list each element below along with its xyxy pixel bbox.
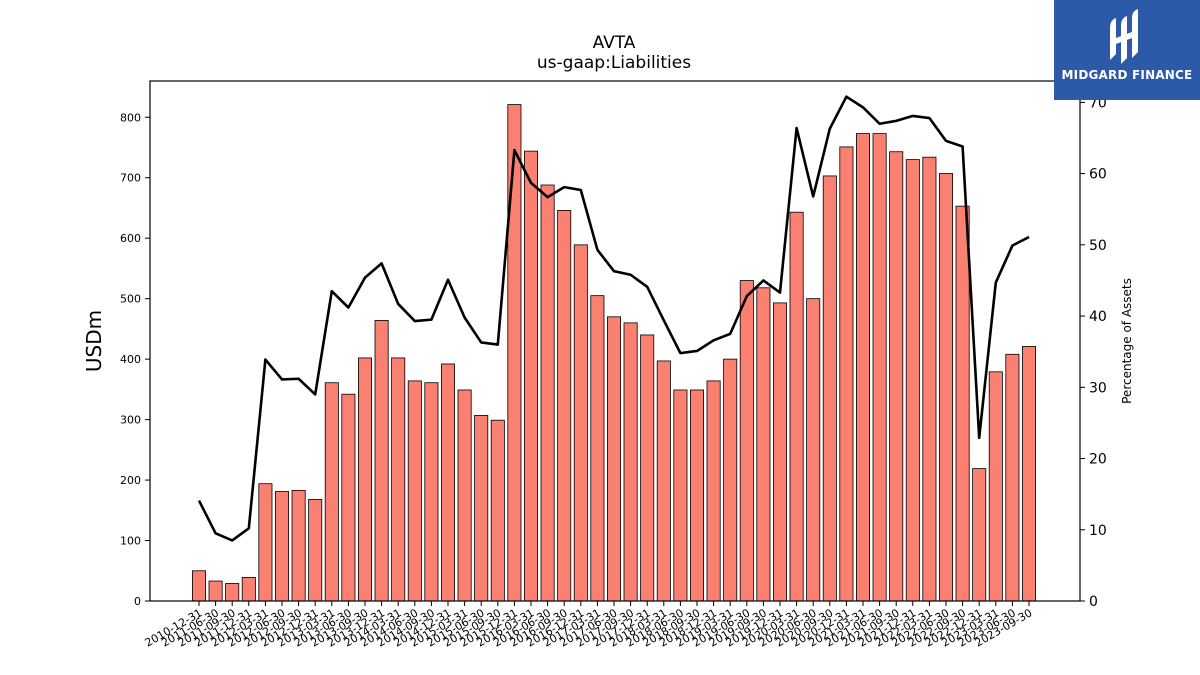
bar-2018-06-30 xyxy=(673,389,688,602)
bar-2019-12-31 xyxy=(773,302,788,602)
midgard-finance-logo: MIDGARD FINANCE xyxy=(1054,0,1200,100)
bar-2014-03-31 xyxy=(391,357,406,602)
bar-2012-03-31 xyxy=(258,483,273,602)
bar-2015-09-30 xyxy=(490,419,505,602)
logo-text: MIDGARD FINANCE xyxy=(1061,68,1193,82)
bar-2013-09-30 xyxy=(357,357,372,602)
right-tick-label: 50 xyxy=(1089,238,1107,254)
bar-2021-06-30 xyxy=(872,133,887,602)
left-axis-label: USDm xyxy=(82,310,106,372)
bar-2017-06-30 xyxy=(607,316,622,602)
bar-2018-12-31 xyxy=(706,380,721,602)
bar-2021-09-30 xyxy=(889,151,904,602)
bar-2017-12-31 xyxy=(640,334,655,602)
bar-2010-12-31 xyxy=(191,570,206,602)
left-tick-label: 600 xyxy=(120,232,141,245)
bar-2013-06-30 xyxy=(341,393,356,602)
bar-2018-03-31 xyxy=(656,360,671,602)
bar-2020-06-30 xyxy=(806,298,821,602)
bar-2023-03-31 xyxy=(988,371,1003,602)
left-tick-label: 400 xyxy=(120,353,141,366)
left-tick-label: 500 xyxy=(120,293,141,306)
right-tick-label: 30 xyxy=(1089,380,1107,396)
bar-2017-03-31 xyxy=(590,295,605,602)
bar-2019-06-30 xyxy=(739,280,754,602)
bar-2014-12-31 xyxy=(440,363,455,602)
bar-2014-06-30 xyxy=(407,380,422,602)
percentage-line xyxy=(197,95,1030,542)
bar-2021-12-31 xyxy=(905,159,920,602)
bar-2021-03-31 xyxy=(856,133,871,602)
bar-2012-12-31 xyxy=(308,499,323,602)
bar-2011-12-31 xyxy=(241,577,256,602)
bar-2022-09-30 xyxy=(955,205,970,602)
left-tick-label: 700 xyxy=(120,172,141,185)
bar-2016-12-31 xyxy=(573,244,588,602)
chart-title: AVTA xyxy=(593,33,636,53)
bar-2019-03-31 xyxy=(723,358,738,602)
bar-2015-12-31 xyxy=(507,104,522,602)
bar-2012-09-30 xyxy=(291,489,306,602)
left-tick-label: 100 xyxy=(120,535,141,548)
chart-subtitle: us-gaap:Liabilities xyxy=(537,53,691,73)
plot-frame xyxy=(149,80,1081,602)
right-tick-label: 40 xyxy=(1089,309,1107,325)
bar-2014-09-30 xyxy=(424,382,439,602)
right-tick-label: 0 xyxy=(1089,594,1098,610)
bar-2020-09-30 xyxy=(822,175,837,602)
bar-2022-06-30 xyxy=(939,173,954,602)
bar-2018-09-30 xyxy=(690,389,705,602)
bar-2022-03-31 xyxy=(922,156,937,602)
left-tick-label: 300 xyxy=(120,414,141,427)
midgard-logo-icon xyxy=(1110,9,1138,64)
left-axis-ticks: 0 100 200 300 400 500 600 700 800 xyxy=(120,111,150,608)
bar-2019-09-30 xyxy=(756,287,771,602)
bar-2015-03-31 xyxy=(457,389,472,602)
bar-2016-06-30 xyxy=(540,184,555,602)
bar-2023-09-30 xyxy=(1022,346,1037,602)
bar-2020-03-31 xyxy=(789,211,804,602)
bar-2012-06-30 xyxy=(274,491,289,602)
bar-2013-03-31 xyxy=(324,382,339,602)
bar-2022-12-31 xyxy=(972,468,987,602)
bar-2016-03-31 xyxy=(524,150,539,602)
left-tick-label: 0 xyxy=(134,595,141,608)
bar-2017-09-30 xyxy=(623,322,638,602)
bar-2015-06-30 xyxy=(474,414,489,602)
bar-2013-12-31 xyxy=(374,320,389,602)
bar-2023-06-30 xyxy=(1005,353,1020,602)
bar-2011-06-30 xyxy=(208,580,223,602)
right-tick-label: 60 xyxy=(1089,167,1107,183)
left-tick-label: 200 xyxy=(120,474,141,487)
left-tick-label: 800 xyxy=(120,111,141,124)
right-axis-label: Percentage of Assets xyxy=(1120,278,1134,404)
right-tick-label: 20 xyxy=(1089,452,1107,468)
bar-2011-09-30 xyxy=(225,583,240,602)
bar-series xyxy=(191,104,1037,602)
x-axis-ticks: 2010-12-312011-06-302011-09-302011-12-31… xyxy=(143,601,1035,650)
bar-2016-09-30 xyxy=(557,209,572,602)
bar-2020-12-31 xyxy=(839,146,854,602)
right-tick-label: 10 xyxy=(1089,523,1107,539)
